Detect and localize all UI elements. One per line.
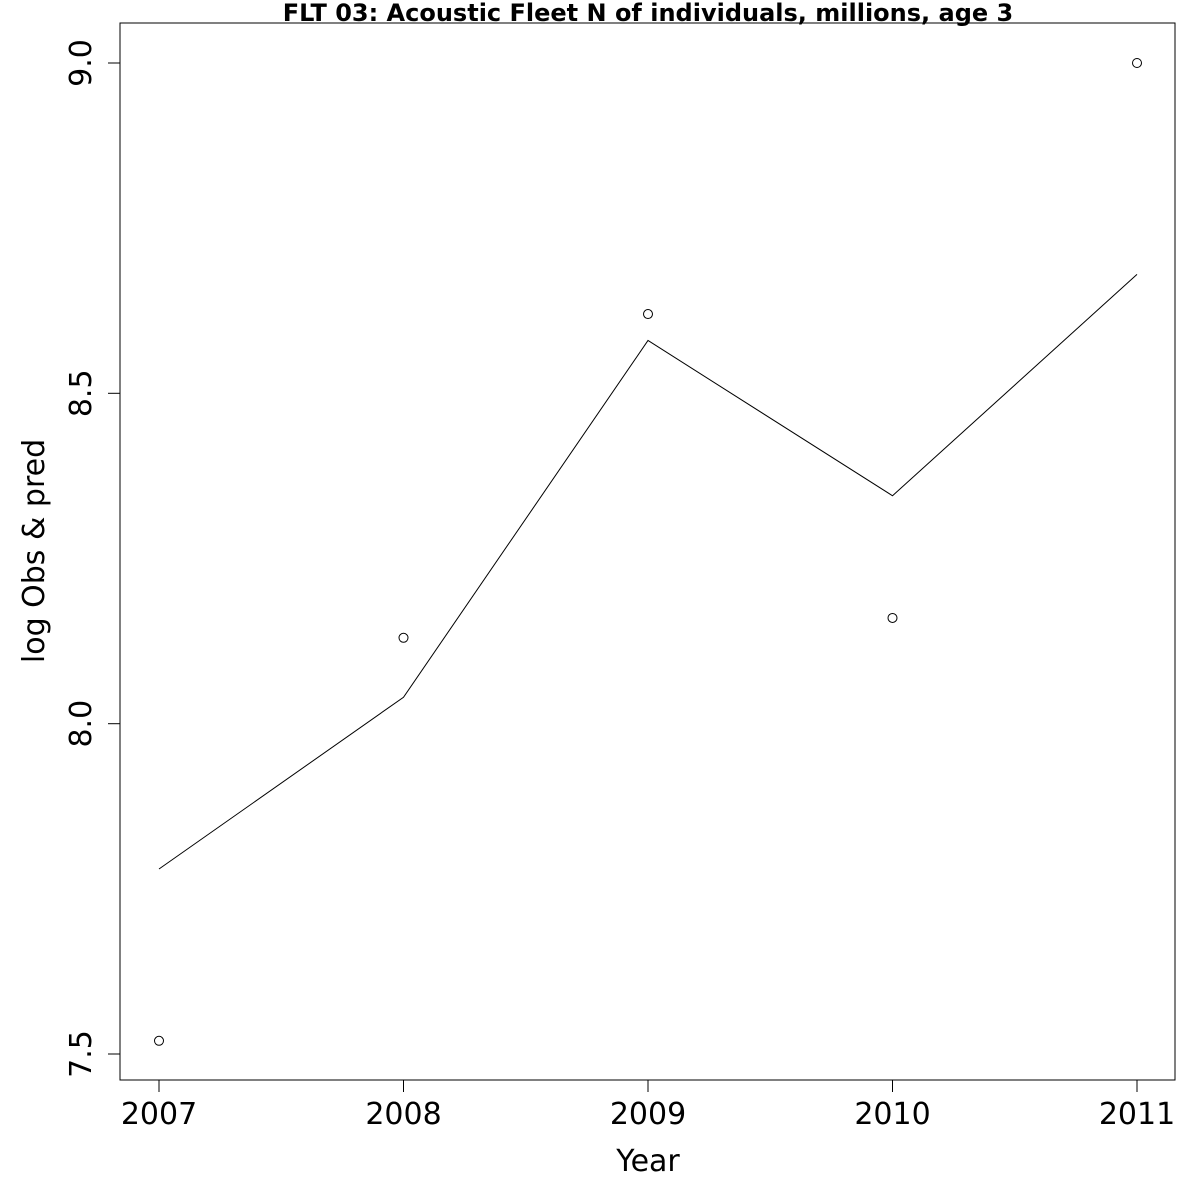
x-tick-label: 2007 — [121, 1097, 197, 1132]
predicted-line — [158, 274, 1138, 870]
y-axis: 7.5 8.0 8.5 9.0 log Obs & pred — [17, 39, 121, 1078]
x-axis-label: Year — [615, 1144, 680, 1179]
observed-point — [643, 309, 653, 320]
y-tick-label: 8.0 — [64, 700, 99, 748]
y-tick-labels: 7.5 8.0 8.5 9.0 — [64, 39, 99, 1078]
x-tick-label: 2010 — [854, 1097, 930, 1132]
plot-area — [154, 58, 1142, 1046]
x-tick-label: 2009 — [610, 1097, 686, 1132]
x-tick-label: 2011 — [1099, 1097, 1175, 1132]
x-tick-label: 2008 — [365, 1097, 441, 1132]
x-tick-labels: 2007 2008 2009 2010 2011 — [121, 1097, 1175, 1132]
observed-point — [1132, 58, 1142, 68]
observed-point — [398, 632, 409, 643]
x-ticks — [158, 1080, 1138, 1092]
observed-point — [154, 1035, 164, 1046]
x-axis: 2007 2008 2009 2010 2011 Year — [121, 1079, 1175, 1179]
y-ticks — [108, 62, 120, 1055]
plot-frame — [119, 22, 1176, 1081]
y-axis-label: log Obs & pred — [17, 439, 52, 663]
y-tick-label: 8.5 — [64, 369, 99, 417]
y-tick-label: 9.0 — [64, 39, 99, 87]
observed-point — [887, 612, 898, 623]
y-tick-label: 7.5 — [64, 1030, 99, 1078]
